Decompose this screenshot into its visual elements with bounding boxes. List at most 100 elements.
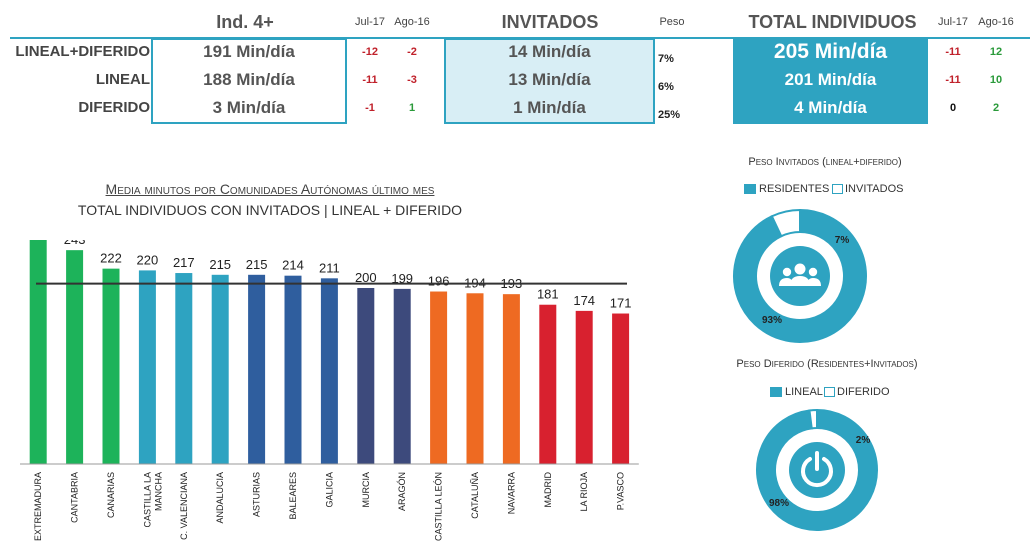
bar-category-label: ASTURIAS (252, 472, 262, 517)
bar-value-label: 200 (355, 270, 377, 285)
pie-slice (808, 408, 818, 430)
ind-value-lineal: 188 Min/día (203, 70, 295, 89)
bar (466, 293, 484, 464)
bar (284, 275, 302, 464)
bar (502, 294, 520, 464)
pie-slice (733, 208, 867, 343)
peso-header: Peso (659, 16, 685, 28)
tot-ago-diferido: 2 (992, 102, 1000, 114)
inv-value-lineal-diferido: 14 Min/día (508, 42, 591, 61)
bar-value-label: 174 (573, 293, 595, 308)
bar-value-label: 181 (537, 287, 559, 302)
bar (320, 278, 338, 464)
peso-lineal-diferido: 7% (658, 53, 674, 65)
bar (575, 310, 593, 464)
bar-category-label: CANARIAS (106, 472, 116, 518)
inv-box (444, 38, 655, 124)
ind-jul-lineal: -11 (362, 74, 378, 86)
power-icon (801, 451, 833, 488)
inv-title: INVITADOS (501, 12, 599, 32)
pie2-legend-diferido: DIFERIDO (837, 386, 890, 398)
bar-category-label: EXTREMADURA (33, 472, 43, 541)
pie-value-label: 93% (762, 315, 782, 326)
tot-ago-lineal: 10 (989, 74, 1003, 86)
ind-value-diferido: 3 Min/día (212, 98, 286, 117)
bar-chart-title: Media minutos por Comunidades Autónomas … (105, 181, 435, 197)
pie-value-label: 7% (835, 235, 850, 246)
bar-value-label: 199 (391, 271, 413, 286)
bar-value-label: 243 (64, 240, 86, 247)
inv-value-diferido: 1 Min/día (513, 98, 586, 117)
bar-category-label: ANDALUCIA (215, 472, 225, 524)
bar (66, 250, 84, 464)
tot-title: TOTAL INDIVIDUOS (748, 12, 917, 32)
tot-jul-diferido: 0 (949, 102, 957, 114)
tot-jul-header: Jul-17 (938, 16, 968, 28)
bar-value-label: 222 (100, 251, 122, 266)
bar-value-label: 215 (246, 257, 268, 272)
bar-category-label: GALICIA (324, 472, 334, 508)
ind-jul-diferido: -1 (365, 102, 375, 114)
tot-box (733, 38, 928, 124)
bar-category-label: CATALUÑA (470, 472, 480, 519)
bar (29, 240, 47, 464)
ind-ago-header: Ago-16 (394, 16, 430, 28)
pie1-legend-residentes: RESIDENTES (759, 183, 830, 195)
ind-jul-header: Jul-17 (355, 16, 385, 28)
bar-value-label: 196 (428, 274, 450, 289)
peso-lineal: 6% (658, 81, 674, 93)
pie1-legend-invitados: INVITADOS (845, 183, 904, 195)
bar (102, 268, 120, 464)
tot-ago-header: Ago-16 (978, 16, 1014, 28)
bar (138, 270, 156, 464)
tot-jul-lineal: -11 (945, 74, 961, 86)
bar-chart-subtitle: TOTAL INDIVIDUOS CON INVITADOS | LINEAL … (77, 202, 463, 218)
row-label-diferido: DIFERIDO (78, 99, 150, 116)
pie2-legend-swatch-lineal (770, 387, 782, 397)
peso-diferido: 25% (658, 109, 681, 121)
bar-value-label: 211 (319, 260, 340, 275)
bar-category-label: CASTILLA LEÓN (434, 472, 444, 541)
pie-slice (756, 408, 878, 531)
bar-category-label: NAVARRA (506, 472, 516, 514)
ind-ago-diferido: 1 (408, 102, 416, 114)
ind-ago-lineal: -3 (407, 74, 417, 86)
bar (430, 291, 448, 464)
bar (175, 273, 193, 464)
pie1-title: Peso Invitados (lineal+diferido) (748, 156, 902, 168)
ind-ago-lineal-diferido: -2 (407, 46, 417, 58)
bar-category-label: MURCIA (361, 472, 371, 508)
bar (357, 288, 375, 464)
bar-value-label: 215 (209, 257, 231, 272)
bar-value-label: 220 (137, 252, 159, 267)
bar (612, 313, 630, 464)
bar (211, 274, 229, 464)
bar (248, 274, 266, 464)
pie-slice (770, 208, 801, 238)
row-label-lineal: LINEAL (95, 71, 150, 88)
pie-chart-diferido: 98% 2% (756, 408, 878, 531)
ind-title: Ind. 4+ (216, 12, 274, 32)
pie2-legend-swatch-diferido (824, 387, 835, 397)
bar-value-label: 171 (610, 296, 632, 311)
pie-value-label: 98% (769, 498, 789, 509)
bar-value-label: 214 (282, 258, 304, 273)
pie2-legend-lineal: LINEAL (785, 386, 823, 398)
tot-value-diferido: 4 Min/día (794, 98, 867, 117)
tot-value-lineal-diferido: 205 Min/día (773, 40, 888, 63)
bar-category-label: LA RIOJA (579, 472, 589, 512)
ind-jul-lineal-diferido: -12 (362, 46, 378, 58)
row-label-lineal-diferido: LINEAL+DIFERIDO (15, 43, 150, 60)
bar-category-label: C. VALENCIANA (179, 472, 189, 540)
bar-category-label: MADRID (543, 472, 553, 508)
pie2-title: Peso Diferido (Residentes+Invitados) (736, 358, 918, 370)
pie-value-label: 2% (856, 435, 871, 446)
pie-chart-invitados: 93% 7% (733, 208, 867, 343)
tot-jul-lineal-diferido: -11 (945, 46, 961, 58)
inv-value-lineal: 13 Min/día (508, 70, 591, 89)
pie1-legend-swatch-invitados (832, 184, 843, 194)
bar-category-label: CASTILLA LAMANCHA (142, 472, 163, 528)
bar-chart: 276EXTREMADURA243CANTABRIA222CANARIAS220… (20, 240, 639, 541)
group-icon (779, 263, 821, 286)
bar (393, 288, 411, 464)
